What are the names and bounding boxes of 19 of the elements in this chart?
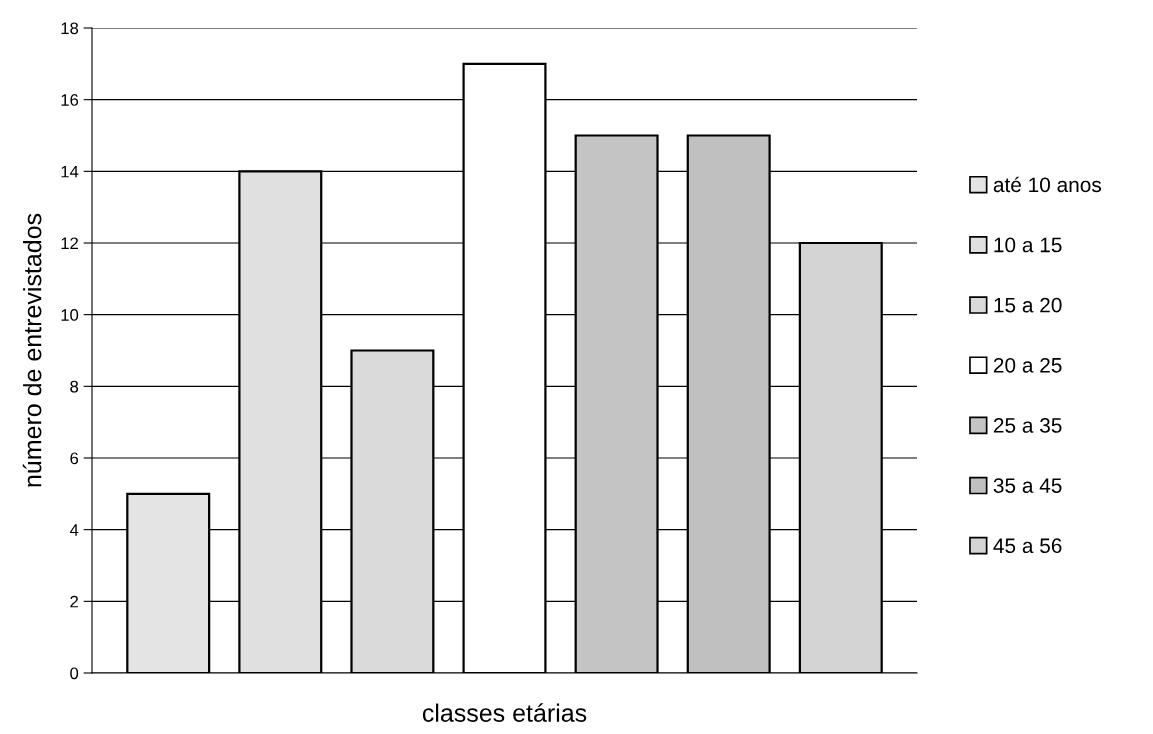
y-tick-label: 6 [70,452,79,465]
x-axis-title: classes etárias [422,703,587,722]
y-axis-title: número de entrevistados [22,213,42,487]
y-tick-label: 4 [69,524,79,536]
legend-label: 45 a 56 [993,538,1062,554]
legend-label: até 10 anos [993,176,1102,193]
y-tick-label: 12 [61,237,78,250]
legend-label: 35 a 45 [993,478,1062,493]
y-tick-label: 2 [70,595,78,608]
y-tick-label: 0 [70,667,79,680]
y-tick-label: 10 [61,309,79,321]
legend-label: 15 a 20 [994,297,1062,313]
y-tick-label: 16 [61,94,79,106]
legend-label: 25 a 35 [993,418,1062,433]
legend-label: 20 a 25 [993,357,1062,373]
y-tick-label: 8 [70,380,79,393]
y-tick-label: 14 [61,165,79,178]
legend-label: 10 a 15 [994,237,1062,253]
y-tick-label: 18 [61,22,79,35]
